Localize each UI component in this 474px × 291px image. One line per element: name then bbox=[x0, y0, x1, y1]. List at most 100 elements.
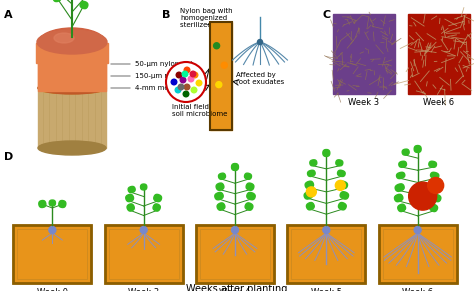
Bar bbox=[408, 14, 470, 94]
Polygon shape bbox=[430, 204, 438, 212]
Text: Week 3: Week 3 bbox=[348, 98, 380, 107]
Circle shape bbox=[182, 71, 188, 77]
Circle shape bbox=[196, 80, 202, 86]
Polygon shape bbox=[245, 173, 252, 179]
Polygon shape bbox=[216, 183, 224, 190]
Circle shape bbox=[214, 43, 219, 49]
Bar bbox=[383, 229, 453, 279]
Ellipse shape bbox=[38, 37, 106, 49]
Polygon shape bbox=[337, 170, 345, 177]
Polygon shape bbox=[308, 170, 315, 177]
Bar bbox=[39, 73, 105, 89]
Ellipse shape bbox=[37, 30, 107, 54]
Text: A: A bbox=[4, 10, 13, 20]
Polygon shape bbox=[336, 160, 343, 166]
Circle shape bbox=[306, 187, 316, 197]
Ellipse shape bbox=[39, 68, 105, 77]
Bar bbox=[18, 229, 87, 279]
Bar bbox=[196, 225, 274, 283]
Polygon shape bbox=[305, 181, 313, 189]
Polygon shape bbox=[402, 149, 409, 155]
Circle shape bbox=[183, 91, 189, 97]
Circle shape bbox=[171, 79, 177, 85]
Bar bbox=[38, 88, 106, 148]
Polygon shape bbox=[141, 184, 147, 190]
Ellipse shape bbox=[38, 83, 106, 93]
Bar bbox=[109, 229, 179, 279]
Circle shape bbox=[192, 72, 198, 78]
Text: Week 4: Week 4 bbox=[219, 288, 250, 291]
Polygon shape bbox=[246, 183, 254, 190]
Polygon shape bbox=[49, 200, 55, 206]
Text: Week 0: Week 0 bbox=[37, 288, 68, 291]
Polygon shape bbox=[247, 192, 255, 200]
Bar bbox=[287, 225, 365, 283]
Bar bbox=[210, 22, 232, 130]
Circle shape bbox=[188, 76, 194, 82]
Bar bbox=[196, 225, 274, 283]
Circle shape bbox=[216, 82, 222, 88]
Circle shape bbox=[221, 62, 228, 68]
Bar bbox=[379, 225, 456, 283]
Text: B: B bbox=[162, 10, 170, 20]
Circle shape bbox=[335, 180, 346, 190]
Ellipse shape bbox=[38, 82, 106, 94]
Polygon shape bbox=[126, 194, 134, 202]
Polygon shape bbox=[338, 203, 346, 210]
Polygon shape bbox=[431, 184, 440, 191]
Circle shape bbox=[140, 226, 147, 233]
Circle shape bbox=[175, 87, 181, 93]
Bar bbox=[379, 225, 456, 283]
Circle shape bbox=[176, 72, 182, 78]
Text: Affected by
root exudates: Affected by root exudates bbox=[236, 72, 284, 85]
Bar bbox=[13, 225, 91, 283]
Circle shape bbox=[323, 226, 330, 233]
Polygon shape bbox=[339, 181, 347, 189]
Ellipse shape bbox=[38, 141, 106, 155]
Ellipse shape bbox=[39, 84, 105, 93]
Bar bbox=[105, 225, 182, 283]
Polygon shape bbox=[219, 173, 226, 179]
Polygon shape bbox=[399, 161, 407, 167]
Circle shape bbox=[190, 71, 196, 77]
Polygon shape bbox=[430, 172, 439, 179]
Text: Week 6: Week 6 bbox=[423, 98, 455, 107]
Bar bbox=[210, 22, 232, 130]
Text: 150-μm nylon bag: 150-μm nylon bag bbox=[135, 73, 199, 79]
Circle shape bbox=[414, 226, 421, 233]
Bar bbox=[333, 14, 395, 94]
Polygon shape bbox=[217, 203, 225, 210]
Text: Weeks after planting: Weeks after planting bbox=[186, 284, 288, 291]
Ellipse shape bbox=[54, 33, 74, 43]
Bar bbox=[200, 229, 270, 279]
Polygon shape bbox=[128, 187, 135, 193]
Polygon shape bbox=[429, 161, 437, 167]
Circle shape bbox=[257, 40, 263, 45]
Bar bbox=[36, 43, 108, 63]
Text: Week 6: Week 6 bbox=[402, 288, 433, 291]
Bar bbox=[38, 43, 106, 91]
Circle shape bbox=[184, 84, 190, 90]
Polygon shape bbox=[80, 1, 88, 9]
Polygon shape bbox=[53, 0, 61, 1]
Polygon shape bbox=[310, 160, 317, 166]
Polygon shape bbox=[215, 192, 223, 200]
Bar bbox=[287, 225, 365, 283]
Bar bbox=[105, 225, 182, 283]
Circle shape bbox=[409, 182, 437, 210]
Ellipse shape bbox=[38, 28, 106, 58]
Circle shape bbox=[180, 77, 186, 83]
Circle shape bbox=[191, 87, 197, 93]
Circle shape bbox=[428, 178, 444, 194]
Circle shape bbox=[166, 62, 206, 102]
Polygon shape bbox=[398, 204, 406, 212]
Text: Initial field
soil microbiome: Initial field soil microbiome bbox=[172, 104, 228, 117]
Polygon shape bbox=[39, 200, 46, 207]
Text: 4-mm metal net: 4-mm metal net bbox=[135, 85, 191, 91]
Text: Week 3: Week 3 bbox=[128, 288, 159, 291]
Polygon shape bbox=[397, 172, 405, 179]
Polygon shape bbox=[245, 203, 253, 210]
Polygon shape bbox=[154, 194, 162, 202]
Bar bbox=[292, 229, 361, 279]
Polygon shape bbox=[153, 204, 160, 211]
